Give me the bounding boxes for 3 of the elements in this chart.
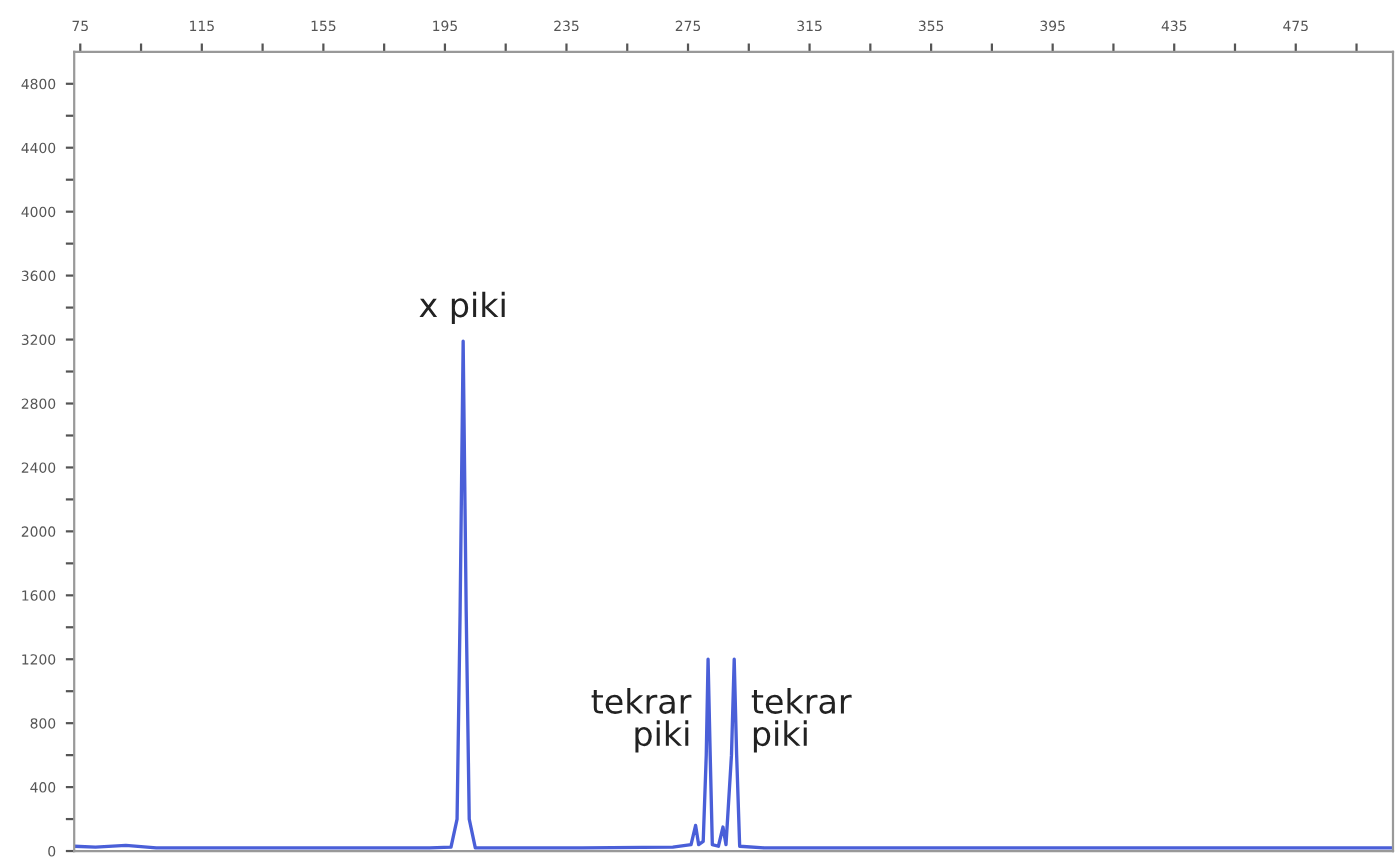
annotation: tekrar piki [591, 688, 692, 753]
annotation: x piki [419, 291, 505, 324]
annotation: tekrar piki [751, 688, 852, 753]
